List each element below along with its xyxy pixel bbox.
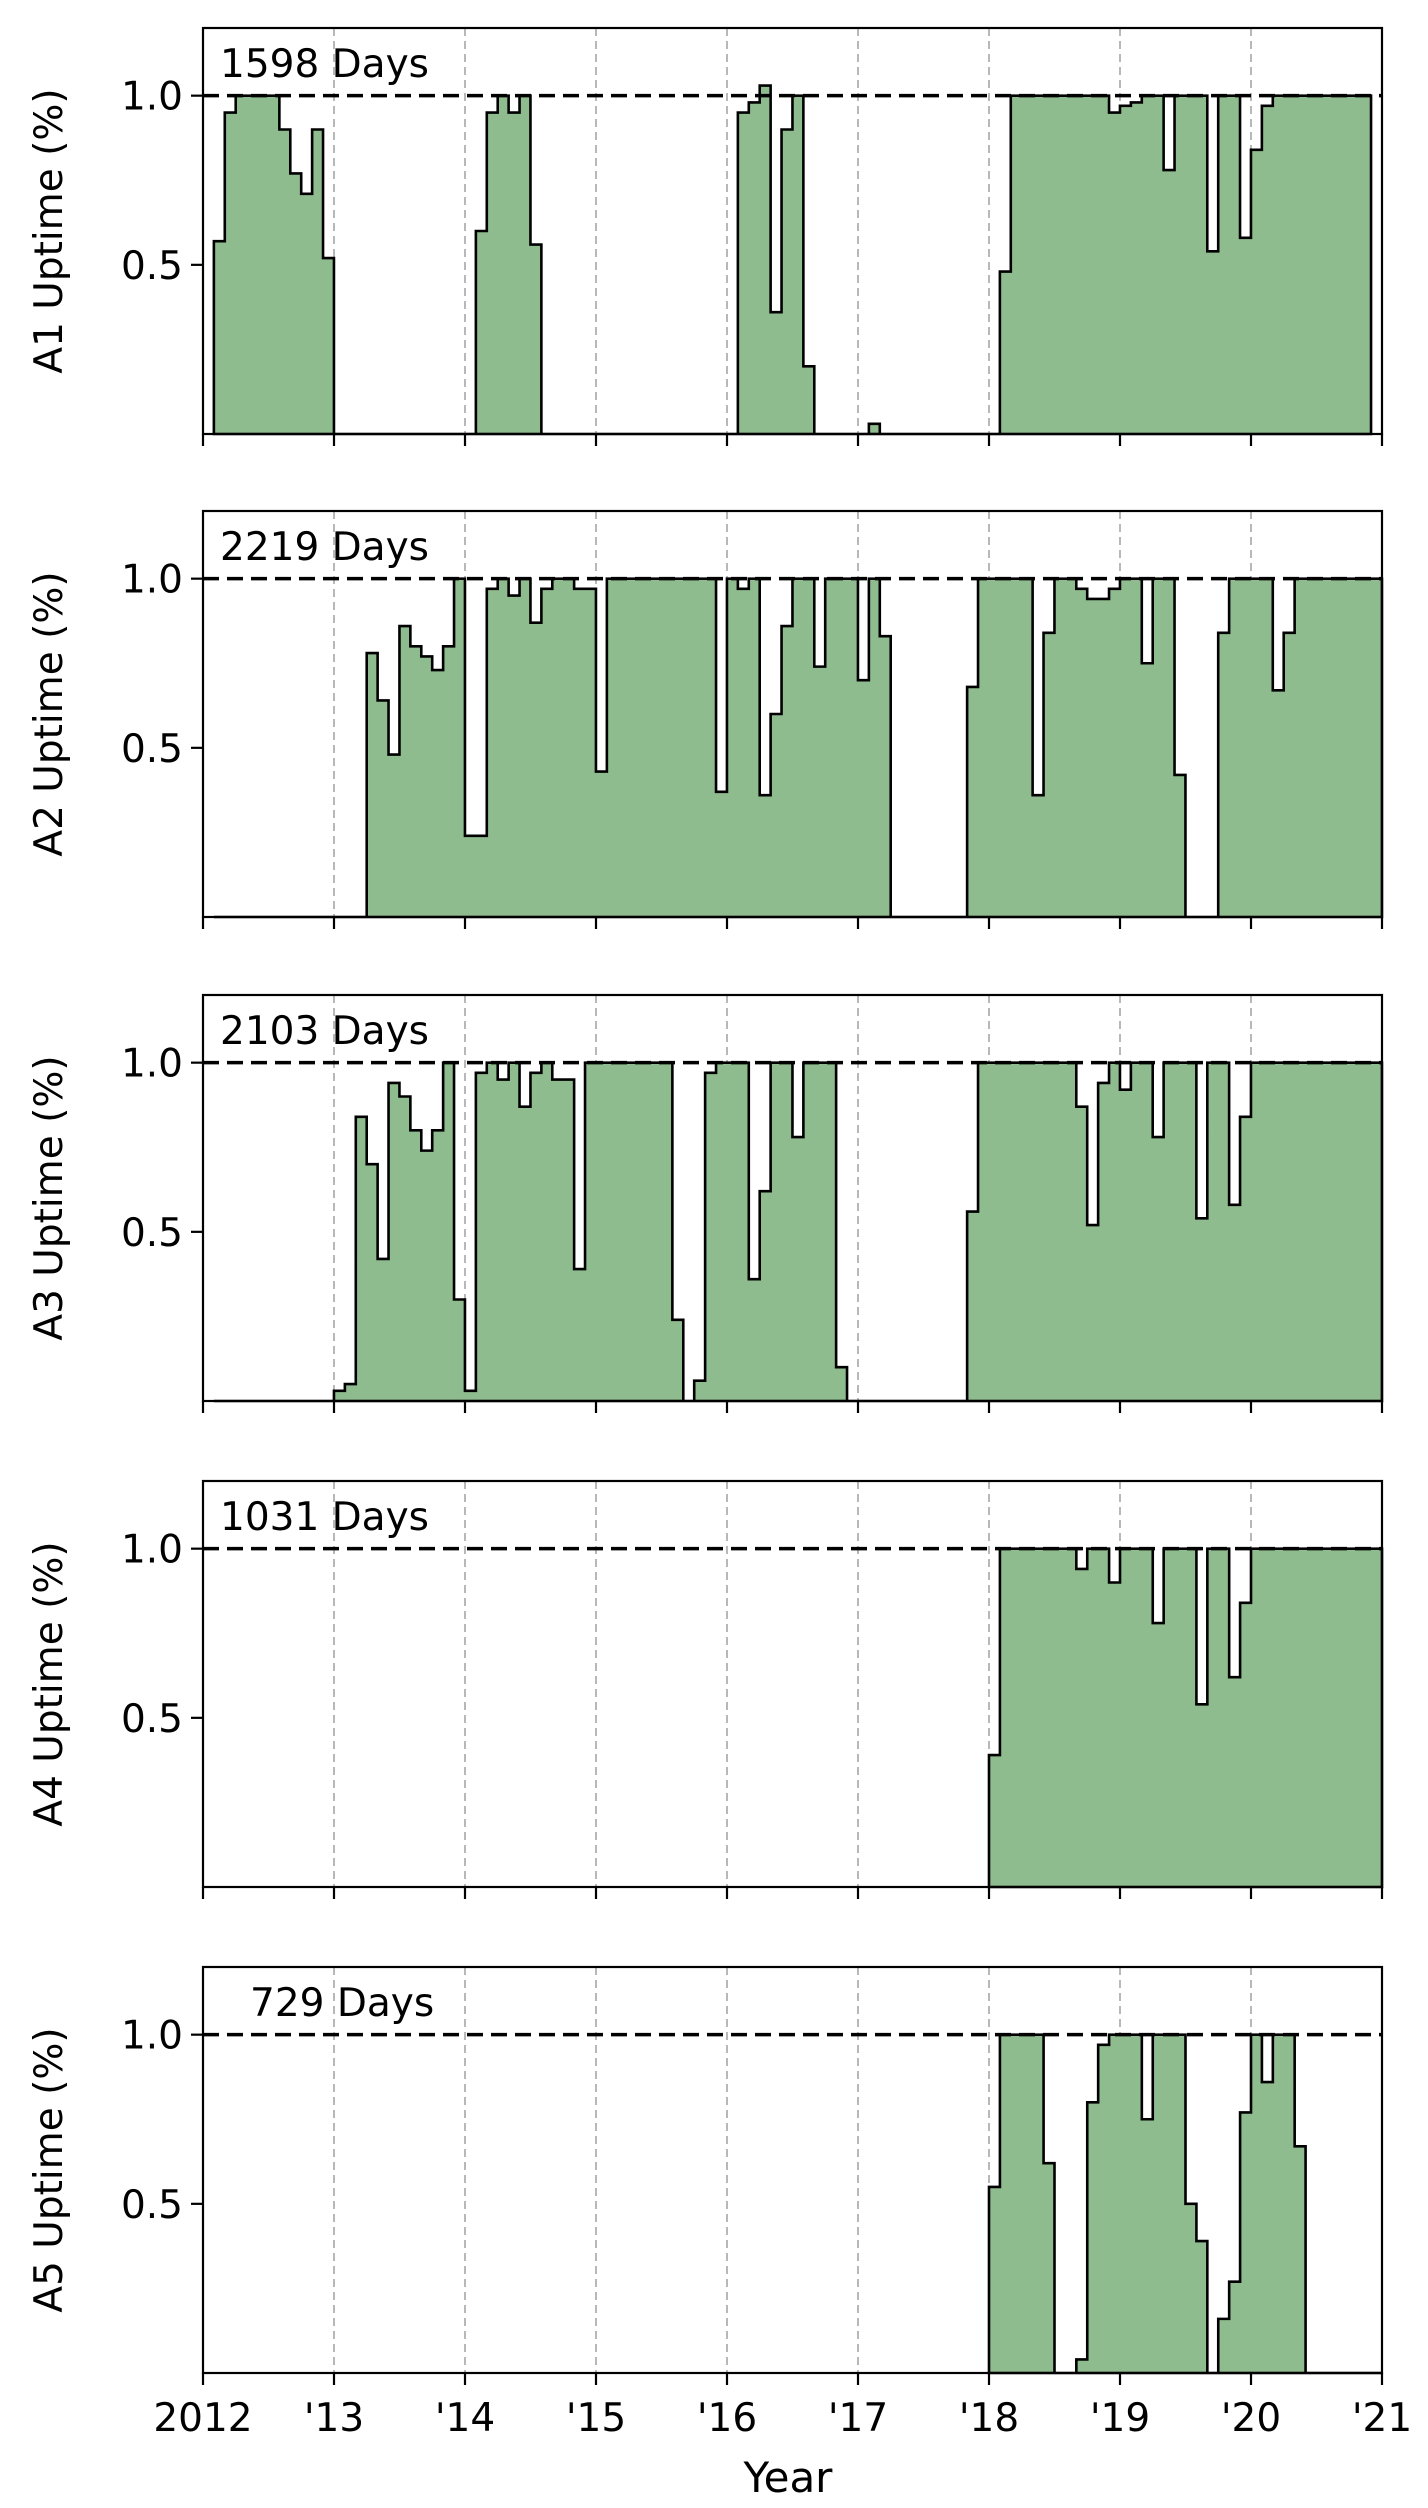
y-tick-label: 0.5 — [121, 1211, 183, 1256]
days-annotation: 729 Days — [250, 1981, 434, 2026]
days-annotation: 1031 Days — [220, 1495, 429, 1540]
panel-1: 0.5 1.0 A1 Uptime (%) 1598 Days — [27, 26, 1384, 446]
x-tick-label: '15 — [566, 2396, 626, 2441]
x-tick-label: 2012 — [153, 2396, 252, 2441]
axes-frame — [201, 26, 1384, 436]
axes-frame — [201, 1479, 1384, 1889]
x-tick-label: '13 — [304, 2396, 364, 2441]
axes-frame — [201, 509, 1384, 919]
x-tick-label: '19 — [1090, 2396, 1150, 2441]
y-tick-label: 0.5 — [121, 1697, 183, 1742]
x-tick-label: '14 — [435, 2396, 495, 2441]
y-tick-label: 1.0 — [121, 2014, 183, 2059]
y-tick-label: 1.0 — [121, 1528, 183, 1573]
x-tick-label: '18 — [959, 2396, 1019, 2441]
x-tick-label: '16 — [697, 2396, 757, 2441]
y-axis-label: A3 Uptime (%) — [27, 1055, 72, 1340]
y-axis-label: A5 Uptime (%) — [27, 2027, 72, 2312]
uptime-area-1 — [987, 1547, 1384, 1889]
uptime-area-1 — [212, 84, 1373, 436]
axes-frame — [201, 993, 1384, 1403]
uptime-area-1 — [987, 2033, 1382, 2375]
y-tick-label: 0.5 — [121, 727, 183, 772]
x-tick-label: '20 — [1221, 2396, 1281, 2441]
days-annotation: 2219 Days — [220, 525, 429, 570]
x-axis-label: Year — [743, 2453, 834, 2502]
y-tick-label: 1.0 — [121, 75, 183, 120]
days-annotation: 2103 Days — [220, 1009, 429, 1054]
panel-5: 0.5 1.0 A5 Uptime (%) 729 Days — [27, 1965, 1384, 2385]
y-tick-label: 1.0 — [121, 558, 183, 603]
y-axis-label: A1 Uptime (%) — [27, 88, 72, 373]
axes-frame — [201, 1965, 1384, 2375]
uptime-area-1 — [213, 1061, 1384, 1403]
panel-4: 0.5 1.0 A4 Uptime (%) 1031 Days — [27, 1479, 1384, 1899]
y-axis-label: A4 Uptime (%) — [27, 1541, 72, 1826]
panel-2: 0.5 1.0 A2 Uptime (%) 2219 Days — [27, 509, 1384, 929]
y-tick-label: 0.5 — [121, 244, 183, 289]
uptime-area-1 — [213, 577, 1384, 919]
x-tick-label: '17 — [828, 2396, 888, 2441]
panel-3: 0.5 1.0 A3 Uptime (%) 2103 Days — [27, 993, 1384, 1413]
y-tick-label: 0.5 — [121, 2183, 183, 2228]
days-annotation: 1598 Days — [220, 42, 429, 87]
y-tick-label: 1.0 — [121, 1042, 183, 1087]
shared-x-axis: 2012 '13 '14 '15 '16 '17 '18 '19 '20 '21 — [153, 2396, 1412, 2441]
y-axis-label: A2 Uptime (%) — [27, 571, 72, 856]
x-tick-label: '21 — [1352, 2396, 1412, 2441]
